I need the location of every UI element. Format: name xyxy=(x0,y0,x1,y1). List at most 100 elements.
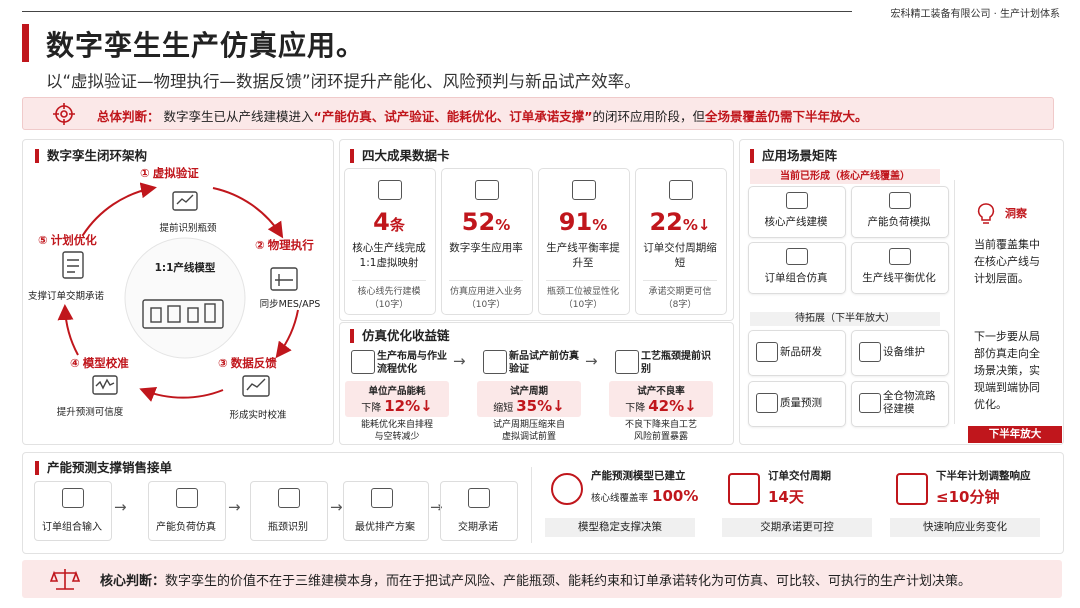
summary-highlight: “产能仿真、试产验证、能耗优化、订单承诺支撑” xyxy=(313,109,593,124)
process-name: 瓶颈识别 xyxy=(268,522,308,533)
step-desc: 支撑订单交期承诺 xyxy=(27,291,104,302)
card-sep xyxy=(449,280,523,281)
loop-center: 1:1产线模型 xyxy=(154,262,216,274)
chain-name: 工艺瓶颈提前识别 xyxy=(641,351,711,375)
panel-title: 产能预测支撑销售接单 xyxy=(35,461,172,475)
scenario-name: 质量预测 xyxy=(780,396,822,409)
icon xyxy=(176,488,198,508)
bulb-icon xyxy=(977,203,995,224)
value: 4 xyxy=(373,208,390,236)
icon xyxy=(371,488,393,508)
kpi-icon xyxy=(896,473,928,505)
scenario-box xyxy=(748,186,846,238)
card-label: 生产线平衡率提升至 xyxy=(546,242,620,269)
scenario-box xyxy=(851,330,949,376)
step-label: ③ 数据反馈 xyxy=(218,355,277,371)
metric-value: 12%↓ xyxy=(384,397,433,415)
card-sep xyxy=(546,280,620,281)
arrow: → xyxy=(430,498,443,516)
summary-text: 总体判断： 数字孪生已从产线建模进入“产能仿真、试产验证、能耗优化、订单承诺支撑… xyxy=(97,106,867,125)
icon xyxy=(615,350,639,374)
process-box xyxy=(440,481,518,541)
loop-diagram xyxy=(57,182,299,402)
kpi-number: 14天 xyxy=(768,488,804,506)
icon xyxy=(889,248,911,265)
scenario-name: 订单组合仿真 xyxy=(764,272,828,284)
process-box xyxy=(343,481,429,541)
arrow: → xyxy=(114,498,127,516)
step-label: ② 物理执行 xyxy=(255,237,314,253)
step-desc: 提升预测可信度 xyxy=(56,407,124,418)
cards-panel: 四大成果数据卡 xyxy=(339,139,734,321)
step-name: 模型校准 xyxy=(82,356,129,370)
unit: % xyxy=(495,216,511,234)
arrow: → xyxy=(330,498,343,516)
kpi-value: ≤10分钟 xyxy=(936,486,999,507)
icon xyxy=(475,180,499,200)
icon xyxy=(756,393,778,413)
divider xyxy=(531,467,532,543)
kpi-title: 产能预测模型已建立 xyxy=(591,470,686,482)
scenario-name: 设备维护 xyxy=(883,345,925,358)
divider xyxy=(954,180,955,424)
kpi-number: 100% xyxy=(652,487,699,505)
kpi-title: 下半年计划调整响应 xyxy=(936,470,1031,482)
step-name: 物理执行 xyxy=(267,238,314,252)
card-count: （10字） xyxy=(563,300,603,310)
step-desc: 提前识别瓶颈 xyxy=(159,223,217,234)
step-desc: 同步MES/APS xyxy=(259,299,321,310)
icon xyxy=(786,192,808,209)
scenario-box xyxy=(748,242,846,294)
icon xyxy=(786,248,808,265)
step-name: 虚拟验证 xyxy=(152,166,199,180)
kpi-number: ≤10分钟 xyxy=(936,488,1000,506)
scenario-name: 新品研发 xyxy=(780,345,822,358)
card-value: 4条 xyxy=(344,208,434,236)
card-count: （10字） xyxy=(369,300,409,310)
unit: %↓ xyxy=(682,216,711,234)
step-num: ⑤ xyxy=(38,233,48,247)
card-count: （10字） xyxy=(466,300,506,310)
metric-label: 单位产品能耗 xyxy=(368,386,426,397)
value: 91 xyxy=(558,208,593,236)
metric: 下降 12%↓ xyxy=(345,396,449,415)
scenario-name: 产能负荷模拟 xyxy=(867,216,931,228)
panel-title: 应用场景矩阵 xyxy=(750,149,837,163)
summary-highlight: 全场景覆盖仍需下半年放大。 xyxy=(704,109,868,124)
data-card xyxy=(635,168,727,315)
metric: 下降 42%↓ xyxy=(609,396,713,415)
metric-desc: 能耗优化来自排程与空转减少 xyxy=(360,420,433,442)
kpi-value: 核心线覆盖率 100% xyxy=(591,486,698,505)
core-label: 核心判断： xyxy=(100,574,166,589)
metric-verb: 缩短 xyxy=(493,403,514,414)
metric-desc: 不良下降来自工艺风险前置暴露 xyxy=(624,420,697,442)
metric-value: 42%↓ xyxy=(648,397,697,415)
matrix-panel: 应用场景矩阵 当前已形成（核心产线覆盖） 待拓展（下半年放大） 洞察 当前覆盖集… xyxy=(739,139,1064,445)
kpi-foot: 模型稳定支撑决策 xyxy=(545,518,695,537)
title: 数字孪生生产仿真应用。 xyxy=(46,29,366,62)
summary-text1: 数字孪生已从产线建模进入 xyxy=(163,109,314,124)
metric-value: 35%↓ xyxy=(516,397,565,415)
process-name: 最优排产方案 xyxy=(355,522,415,533)
panel-title: 仿真优化收益链 xyxy=(350,329,450,343)
card-sep xyxy=(643,280,717,281)
scenario-name: 核心产线建模 xyxy=(764,216,828,228)
step-num: ② xyxy=(255,238,265,252)
arrow: → xyxy=(453,352,466,370)
formed-label: 当前已形成（核心产线覆盖） xyxy=(750,169,940,184)
icon xyxy=(859,393,881,413)
chain-name: 生产布局与作业流程优化 xyxy=(377,351,447,375)
arrow: → xyxy=(228,498,241,516)
process-box xyxy=(250,481,328,541)
icon xyxy=(351,350,375,374)
value: 22 xyxy=(649,208,683,236)
kpi-foot: 交期承诺更可控 xyxy=(722,518,872,537)
panel-title: 四大成果数据卡 xyxy=(350,149,450,163)
metric-label: 试产周期 xyxy=(509,386,548,397)
icon xyxy=(859,342,881,362)
kpi-icon xyxy=(728,473,760,505)
kpi-value: 14天 xyxy=(768,486,804,507)
scenario-box xyxy=(851,381,949,427)
kpi-title: 订单交付周期 xyxy=(768,470,831,482)
step-name: 数据反馈 xyxy=(230,356,277,370)
